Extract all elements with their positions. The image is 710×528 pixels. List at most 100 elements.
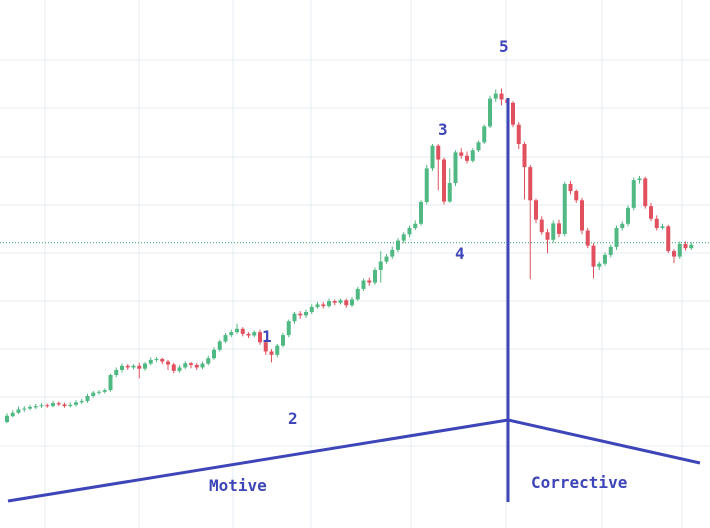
candle-41 [240,327,245,337]
candle-52 [304,309,308,318]
candle-body [568,183,573,192]
candle-15 [91,390,96,398]
candle-28 [166,359,170,370]
candle-1 [10,410,15,418]
candle-body [574,191,579,201]
candle-40 [235,323,239,334]
candle-51 [298,311,303,319]
candle-114 [660,223,665,230]
candle-body [258,332,262,343]
candle-body [327,301,331,307]
candle-body [45,405,50,407]
candle-body [557,223,561,234]
candle-72 [419,200,423,226]
candle-body [189,363,193,365]
candle-108 [626,205,630,227]
candle-112 [649,202,653,222]
wave-label-3: 3 [438,120,448,139]
candle-70 [407,225,412,238]
candle-101 [585,228,590,249]
candle-68 [396,238,400,253]
candle-body [677,243,682,257]
candle-45 [263,339,268,355]
candle-body [401,234,406,241]
candle-71 [413,220,418,231]
candle-104 [603,252,607,266]
candle-body [281,335,285,346]
candle-94 [545,228,550,254]
candle-57 [332,299,337,306]
candle-2 [16,406,21,415]
candle-body [689,244,694,249]
candle-92 [534,198,538,223]
candle-body [275,345,280,355]
candle-111 [643,176,648,209]
candle-13 [79,398,84,404]
candle-body [321,304,326,307]
candle-body [603,254,607,264]
candle-body [631,180,636,208]
candle-10 [62,402,67,408]
candle-body [378,261,383,270]
candle-body [482,126,487,143]
candle-body [235,328,239,333]
candle-body [436,145,441,160]
candle-22 [131,364,136,370]
candle-body [223,335,228,342]
candle-body [683,243,688,249]
candle-25 [148,357,153,366]
candle-body [424,168,429,202]
candle-body [516,124,521,144]
candle-34 [200,361,205,370]
candle-body [28,406,32,409]
candle-48 [281,333,285,348]
candle-32 [189,361,193,369]
candle-26 [154,356,159,362]
candle-53 [309,304,314,315]
candle-body [148,359,153,364]
candle-body [292,313,297,322]
candle-59 [344,298,349,308]
candle-78 [453,150,458,186]
candle-body [194,364,199,368]
candle-39 [229,329,234,338]
wave-label-5: 5 [499,37,509,56]
candle-119 [689,242,694,250]
candle-body [171,364,176,371]
candle-31 [183,361,188,370]
candle-body [562,183,567,234]
candle-14 [85,393,90,403]
candle-110 [637,175,642,184]
candle-body [511,102,515,125]
candle-90 [522,141,527,200]
candle-18 [108,373,113,392]
candle-body [16,409,21,413]
candle-body [666,226,671,252]
candle-body [177,367,182,371]
candle-58 [338,298,343,305]
candle-37 [217,339,222,352]
candle-body [154,359,159,361]
candle-27 [160,357,165,365]
phase-label-corrective: Corrective [531,473,627,492]
candle-19 [114,367,119,378]
candle-body [442,159,446,202]
candle-6 [39,403,44,409]
candle-38 [223,333,228,344]
candle-24 [143,361,147,371]
candle-body [212,349,216,359]
candle-body [304,312,308,316]
candle-body [240,328,245,334]
candle-115 [666,224,671,254]
candle-20 [120,363,124,373]
candle-body [534,200,538,220]
candle-69 [401,232,406,244]
candle-103 [597,261,602,270]
candle-body [580,200,584,231]
candle-body [476,142,481,151]
candle-47 [275,343,280,358]
candle-29 [171,362,176,374]
candle-100 [580,197,584,235]
candle-86 [499,88,504,106]
